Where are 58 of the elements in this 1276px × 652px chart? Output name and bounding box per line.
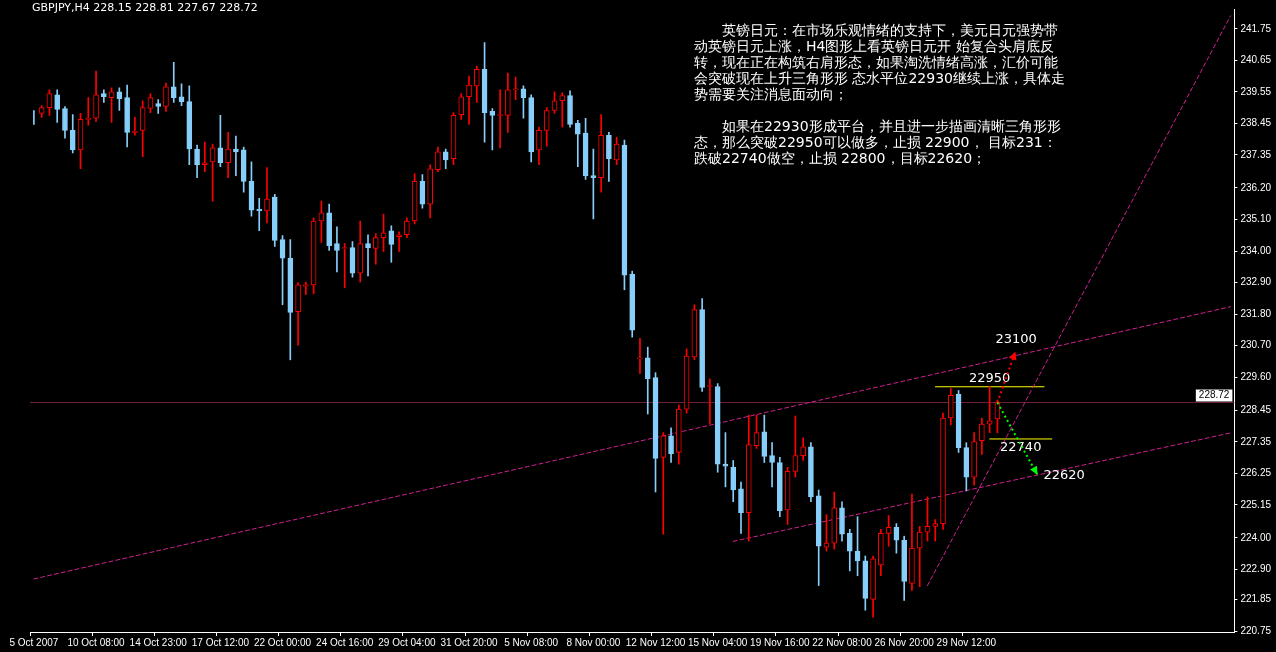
candlestick xyxy=(660,432,667,535)
ref-line-label: 228.72 xyxy=(1198,389,1230,401)
y-tick-label: 222.90 xyxy=(1240,563,1272,575)
candlestick xyxy=(637,337,643,374)
series-label: 22950 xyxy=(968,369,1011,385)
series-label: 22740 xyxy=(1000,438,1042,454)
candlestick xyxy=(132,117,138,136)
y-tick-label: 234.00 xyxy=(1240,244,1272,256)
x-tick-label: 15 Nov 04:00 xyxy=(687,636,748,648)
y-tick-label: 228.45 xyxy=(1240,404,1272,416)
x-tick-label: 29 Nov 12:00 xyxy=(936,636,997,648)
y-tick-label: 220.75 xyxy=(1240,624,1272,636)
annotation: 23100 xyxy=(995,331,1037,347)
y-tick-label: 231.80 xyxy=(1240,307,1272,319)
y-tick-label: 241.75 xyxy=(1240,22,1272,34)
candlestick xyxy=(303,281,309,296)
x-tick-label: 10 Oct 08:00 xyxy=(67,636,126,648)
x-tick-label: 26 Nov 20:00 xyxy=(874,636,935,648)
y-tick-label: 237.35 xyxy=(1240,148,1272,160)
y-tick-label: 239.55 xyxy=(1240,85,1272,97)
x-tick-label: 24 Oct 16:00 xyxy=(316,636,374,648)
candlestick xyxy=(155,99,162,114)
x-tick-label: 8 Nov 00:00 xyxy=(566,636,621,648)
chart-title: GBPJPY,H4 228.15 228.81 227.67 228.72 xyxy=(32,1,258,15)
candlestick xyxy=(202,141,208,172)
y-tick-label: 221.85 xyxy=(1240,593,1272,605)
y-tick-label: 238.45 xyxy=(1240,117,1272,129)
y-tick-label: 225.15 xyxy=(1240,498,1272,510)
x-tick-label: 19 Nov 16:00 xyxy=(750,636,811,648)
candlestick xyxy=(574,119,581,168)
x-tick-label: 14 Oct 23:00 xyxy=(129,636,188,648)
y-tick-label: 236.20 xyxy=(1240,181,1272,193)
x-tick-label: 29 Oct 04:00 xyxy=(378,636,436,648)
y-tick-label: 224.00 xyxy=(1240,531,1272,543)
annotation: 英镑日元：在市场乐观情绪的支持下，美元日元强势带动英镑日元上涨，H4图形上看英镑日元开 始复合头肩底反转，现在正在构筑右肩形态，如果淘洗情绪高涨，汇价可能会突破现在上升三角形形 态水平位22930继续上涨，具体走势需要关注消息面动向； xyxy=(694,22,1066,102)
annotation: 如果在22930形成平台，并且进一步描画清晰三角形形态，那么突破22950可以做多，止损 22900， 目标231：跌破22740做空，止损 22800，目标22620； xyxy=(694,118,1062,166)
y-tick-label: 229.60 xyxy=(1240,371,1272,383)
candlestick xyxy=(769,442,775,488)
candlestick xyxy=(334,226,340,273)
candlestick xyxy=(559,92,566,128)
y-tick-label: 230.70 xyxy=(1240,339,1272,351)
candlestick xyxy=(466,75,472,125)
x-tick-label: 12 Nov 12:00 xyxy=(625,636,686,648)
x-tick-label: 17 Oct 12:00 xyxy=(191,636,250,648)
candlestick xyxy=(396,231,402,252)
x-tick-label: 22 Oct 00:00 xyxy=(253,636,312,648)
x-tick-label: 5 Oct 2007 xyxy=(9,636,59,648)
annotation: 22620 xyxy=(1043,466,1085,482)
y-tick-label: 227.35 xyxy=(1240,435,1272,447)
candlestick xyxy=(932,519,939,542)
x-tick-label: 31 Oct 20:00 xyxy=(440,636,499,648)
y-tick-label: 235.10 xyxy=(1240,213,1272,225)
x-tick-label: 5 Nov 08:00 xyxy=(504,636,559,648)
y-tick-label: 226.25 xyxy=(1240,467,1272,479)
y-tick-label: 240.65 xyxy=(1240,54,1272,66)
candlestick xyxy=(365,234,371,277)
x-tick-label: 22 Nov 08:00 xyxy=(812,636,873,648)
y-tick-label: 232.90 xyxy=(1240,276,1272,288)
